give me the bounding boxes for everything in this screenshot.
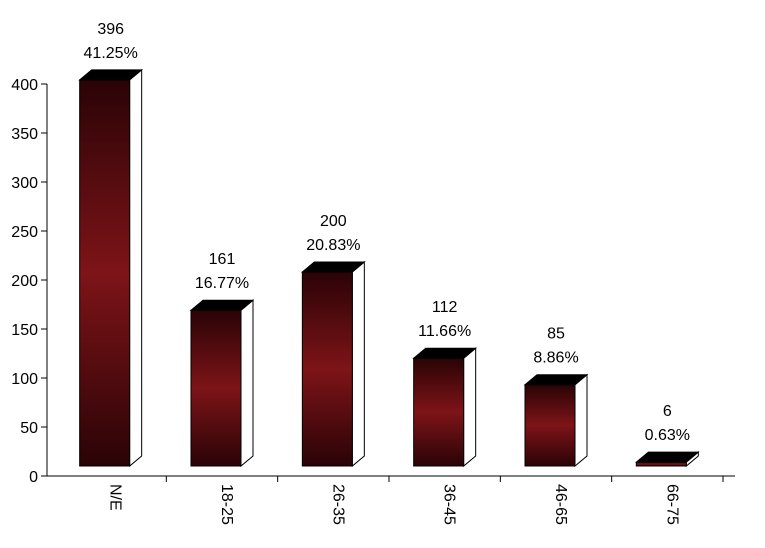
bar-top [523, 374, 589, 386]
bar-36-45 [412, 347, 478, 468]
bar [79, 79, 131, 467]
bar-66-75 [634, 451, 700, 468]
x-tick-label: 36-45 [441, 484, 458, 525]
bar-26-35 [300, 260, 366, 468]
bar-side [351, 260, 365, 468]
bar [524, 384, 576, 467]
y-tick-label: 350 [11, 126, 38, 143]
bar-side [129, 68, 143, 468]
data-label-percent: 8.86% [533, 350, 578, 367]
x-tick-label: 18-25 [218, 484, 235, 525]
bar [190, 309, 242, 467]
y-tick-label: 50 [20, 420, 38, 437]
y-tick-label: 100 [11, 371, 38, 388]
chart-labels: 396 41.25% N/E 161 16.77% 18-25 200 20.83% 26-35… [84, 21, 690, 525]
data-label-value: 200 [320, 213, 347, 230]
x-tick-label: 66-75 [663, 484, 680, 525]
bar-top [634, 451, 700, 463]
y-tick-label: 300 [11, 175, 38, 192]
x-tick-label: 26-35 [329, 484, 346, 525]
y-tick-label: 400 [11, 77, 38, 94]
chart-bars [78, 68, 700, 468]
x-tick-label: 46-65 [552, 484, 569, 525]
data-label-percent: 16.77% [195, 275, 249, 292]
y-tick-label: 150 [11, 322, 38, 339]
bar-top [78, 69, 144, 81]
bar [413, 357, 465, 467]
data-label-percent: 41.25% [84, 45, 138, 62]
data-label-value: 161 [209, 251, 236, 268]
x-tick-label: N/E [107, 484, 124, 511]
y-tick-label: 200 [11, 273, 38, 290]
bar-side [463, 347, 477, 468]
data-label-value: 6 [663, 403, 672, 420]
y-tick-label: 250 [11, 224, 38, 241]
data-label-value: 112 [432, 299, 458, 316]
bar-top [300, 261, 366, 273]
data-label-percent: 0.63% [645, 427, 690, 444]
bar [635, 461, 687, 467]
data-label-percent: 20.83% [306, 237, 360, 254]
bar-46-65 [523, 373, 589, 468]
chart-axes: 0 50 100 150 200 250 300 350 400 [11, 77, 735, 486]
data-label-value: 85 [547, 326, 565, 343]
bar-side [240, 299, 254, 468]
data-label-percent: 11.66% [418, 323, 471, 340]
bar-top [412, 347, 478, 359]
y-tick-label: 0 [29, 469, 38, 486]
bar-18-25 [189, 299, 255, 468]
bar-N/E [78, 68, 144, 468]
data-label-value: 396 [97, 21, 124, 38]
bar-top [189, 299, 255, 311]
bar [301, 271, 353, 467]
bar-side [574, 373, 588, 468]
